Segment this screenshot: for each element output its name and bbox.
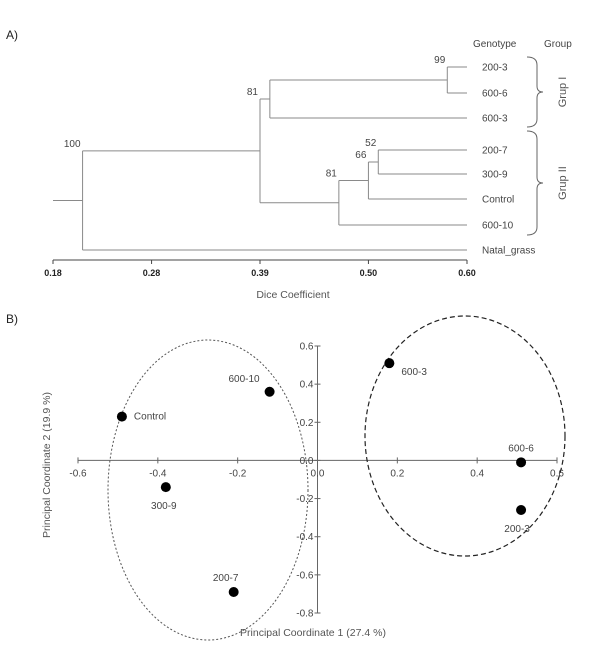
y-tick-label: -0.2 [296, 494, 314, 505]
pca-x-axis-label: Principal Coordinate 1 (27.4 %) [240, 627, 386, 639]
genotype-header: Genotype [473, 39, 517, 50]
y-tick-label: -0.6 [296, 570, 314, 581]
leaf-label: 600-3 [482, 114, 508, 125]
bootstrap-value: 81 [247, 87, 259, 98]
y-tick-label: 0.0 [300, 456, 314, 467]
x-tick-label: 0.50 [360, 268, 378, 278]
x-tick-label: 0.60 [458, 268, 476, 278]
data-point [384, 358, 395, 369]
panel-a-label: A) [6, 28, 18, 42]
pca-points: Control 600-10 300-9 200-7 600-3 600-6 200-3 [116, 358, 534, 598]
y-tick-label: -0.8 [296, 609, 314, 620]
point-label: 200-7 [213, 573, 239, 584]
x-tick-label: 0.4 [470, 468, 484, 479]
y-tick-label: 0.6 [300, 342, 314, 353]
point-label: 200-3 [504, 524, 530, 535]
group-label: Grup I [557, 77, 569, 108]
leaf-label: 600-10 [482, 221, 514, 232]
leaf-label: 600-6 [482, 89, 508, 100]
bootstrap-value: 81 [326, 169, 338, 180]
x-tick-label: 0.2 [390, 468, 404, 479]
dendrogram-axis: 0.18 0.28 0.39 0.50 0.60 [44, 259, 476, 278]
leaf-label: 200-3 [482, 63, 508, 74]
dendrogram-x-axis-label: Dice Coefficient [256, 289, 329, 301]
group-bracket [526, 130, 544, 236]
x-tick-label: -0.4 [149, 468, 167, 479]
y-tick-label: 0.4 [300, 380, 314, 391]
x-tick-label: -0.6 [69, 468, 87, 479]
x-tick-label: -0.2 [229, 468, 247, 479]
dendrogram: 200-3 600-6 600-3 200-7 300-9 Control 600-10 Na… [53, 55, 535, 257]
x-tick-label: 0.6 [550, 468, 564, 479]
leaf-label: 200-7 [482, 146, 508, 157]
group-ellipse-right [364, 315, 566, 557]
data-point [516, 457, 527, 468]
pca-axes: -0.6 -0.4 -0.2 0.0 0.2 0.4 0.6 0.6 0.4 0.2 0.0 -0.2… [69, 342, 564, 620]
point-label: 600-3 [401, 367, 427, 378]
data-point [116, 411, 127, 422]
bootstrap-value: 99 [434, 55, 446, 66]
leaf-label: 300-9 [482, 170, 508, 181]
data-point [264, 386, 275, 397]
x-tick-label: 0.39 [251, 268, 269, 278]
panel-b-label: B) [6, 312, 18, 326]
x-tick-label: 0.18 [44, 268, 62, 278]
point-label: 300-9 [151, 501, 177, 512]
x-tick-label: 0.0 [311, 468, 325, 479]
data-point [516, 505, 527, 516]
x-tick-label: 0.28 [143, 268, 161, 278]
bootstrap-value: 100 [64, 139, 81, 150]
data-point [160, 482, 171, 493]
bootstrap-value: 66 [355, 150, 367, 161]
group-ellipse-left [107, 339, 309, 641]
leaf-label: Control [482, 195, 514, 206]
point-label: 600-10 [228, 374, 260, 385]
y-tick-label: -0.4 [296, 532, 314, 543]
leaf-label: Natal_grass [482, 246, 535, 257]
group-header: Group [544, 39, 572, 50]
y-tick-label: 0.2 [300, 418, 314, 429]
point-label: 600-6 [508, 443, 534, 454]
bootstrap-value: 52 [365, 138, 377, 149]
group-label: Grup II [557, 166, 569, 200]
group-bracket [526, 56, 544, 128]
group-brackets: Grup I Grup II [526, 56, 569, 236]
pca-y-axis-label: Principal Coordinate 2 (19.9 %) [41, 392, 53, 538]
point-label: Control [134, 412, 166, 423]
data-point [228, 587, 239, 598]
